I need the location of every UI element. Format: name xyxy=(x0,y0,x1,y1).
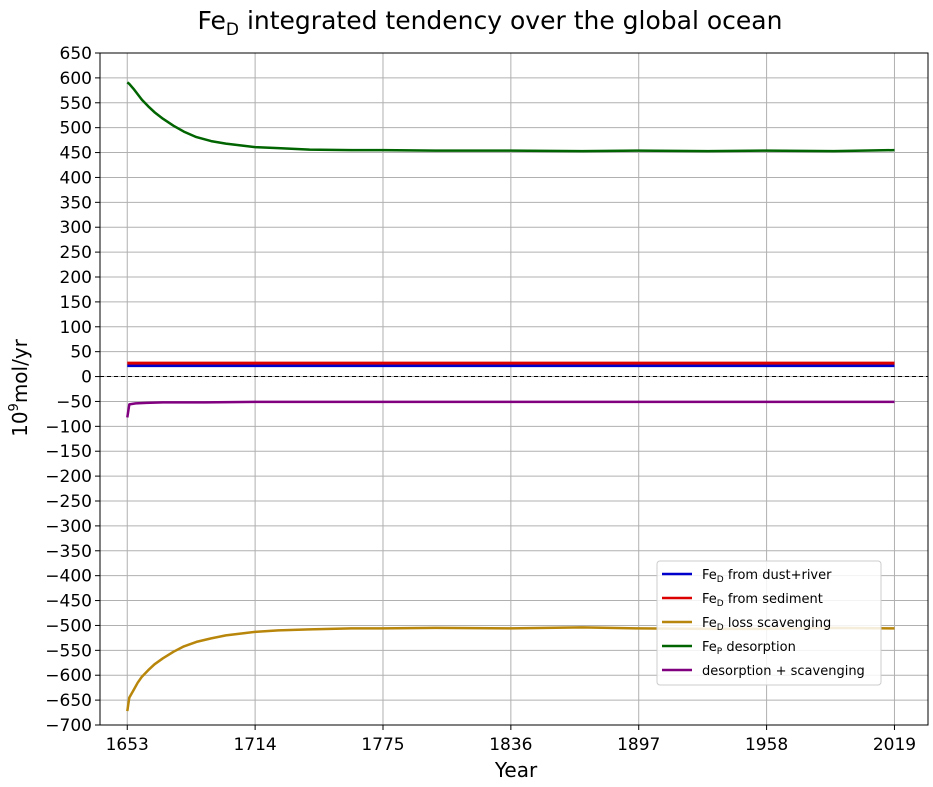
y-tick-label: 150 xyxy=(60,293,92,313)
y-tick-label: 500 xyxy=(60,119,92,139)
y-axis-label-exponent: 9 xyxy=(7,403,22,411)
x-tick-label: 1958 xyxy=(745,735,788,755)
series-line-2 xyxy=(126,626,895,712)
y-tick-label: 200 xyxy=(60,268,92,288)
y-tick-label: −350 xyxy=(45,542,92,562)
y-axis-label-unit: mol/yr xyxy=(8,338,32,403)
chart-title: FeD integrated tendency over the global … xyxy=(198,6,783,40)
y-tick-label: 450 xyxy=(60,144,92,164)
y-axis-ticks: −700−650−600−550−500−450−400−350−300−250… xyxy=(45,44,100,736)
y-tick-label: 50 xyxy=(70,343,92,363)
y-tick-label: −650 xyxy=(45,691,92,711)
y-tick-label: 300 xyxy=(60,218,92,238)
y-tick-label: 250 xyxy=(60,243,92,263)
x-tick-label: 1775 xyxy=(361,735,404,755)
x-tick-label: 1836 xyxy=(489,735,532,755)
legend: FeD from dust+river FeD from sediment FeD … xyxy=(656,560,882,686)
plot-frame xyxy=(99,52,929,726)
series-lines xyxy=(126,81,895,712)
y-axis-label: 109mol/yr xyxy=(7,338,32,437)
y-tick-label: −200 xyxy=(45,467,92,487)
y-tick-label: −300 xyxy=(45,517,92,537)
title-main: Fe xyxy=(198,6,226,35)
y-tick-label: −550 xyxy=(45,641,92,661)
y-tick-label: −250 xyxy=(45,492,92,512)
title-subscript: D xyxy=(226,20,239,40)
y-tick-label: 350 xyxy=(60,193,92,213)
x-tick-label: 1897 xyxy=(617,735,660,755)
series-line-4 xyxy=(126,400,895,418)
y-tick-label: 100 xyxy=(60,318,92,338)
y-tick-label: −500 xyxy=(45,616,92,636)
y-tick-label: −450 xyxy=(45,592,92,612)
y-tick-label: 600 xyxy=(60,69,92,89)
y-axis-label-base: 10 xyxy=(8,411,32,436)
x-axis-ticks: 1653 1714 1775 1836 1897 1958 2019 xyxy=(106,725,916,755)
y-tick-label: 550 xyxy=(60,94,92,114)
y-tick-label: −600 xyxy=(45,666,92,686)
y-tick-label: 0 xyxy=(81,368,92,388)
y-tick-label: −400 xyxy=(45,567,92,587)
title-rest: integrated tendency over the global ocea… xyxy=(239,6,782,35)
y-tick-label: 400 xyxy=(60,168,92,188)
y-tick-label: −50 xyxy=(56,392,92,412)
legend-label-0: FeD from dust+river xyxy=(702,568,832,585)
x-axis-label: Year xyxy=(494,758,538,782)
legend-box xyxy=(656,560,882,686)
x-tick-label: 2019 xyxy=(873,735,916,755)
legend-label-1: FeD from sediment xyxy=(702,592,823,609)
legend-label-3: FeP desorption xyxy=(702,640,796,657)
x-tick-label: 1653 xyxy=(106,735,149,755)
y-tick-label: −700 xyxy=(45,716,92,736)
legend-label-4: desorption + scavenging xyxy=(702,664,865,679)
y-tick-label: −150 xyxy=(45,442,92,462)
series-line-3 xyxy=(126,81,895,153)
legend-label-2: FeD loss scavenging xyxy=(702,616,831,633)
y-tick-label: 650 xyxy=(60,44,92,64)
x-tick-label: 1714 xyxy=(233,735,276,755)
y-tick-label: −100 xyxy=(45,417,92,437)
